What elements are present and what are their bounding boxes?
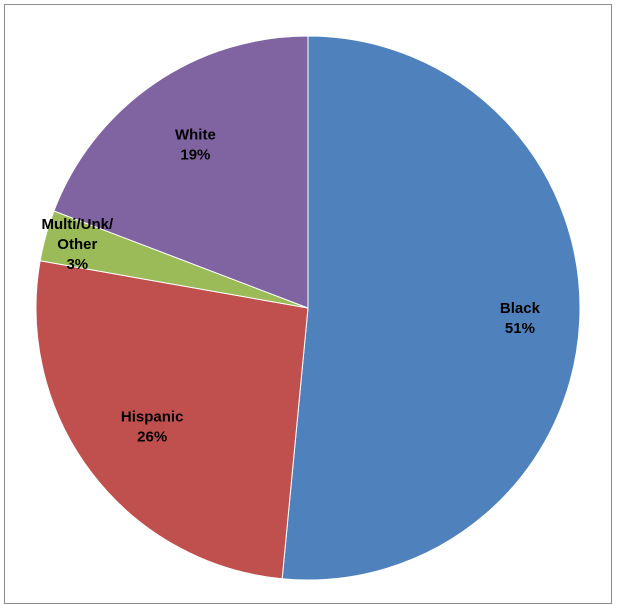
pie-labels: Black 51% Hispanic 26% Multi/Unk/Other 3% Whit… <box>41 126 540 445</box>
label-black: Black 51% <box>500 300 541 337</box>
pie-slices <box>35 35 581 581</box>
label-multi-unk-other: Multi/Unk/Other 3% <box>41 216 113 273</box>
slice-white <box>53 35 309 309</box>
slice-hispanic <box>35 260 309 580</box>
label-hispanic: Hispanic 26% <box>121 409 184 446</box>
label-white: White 19% <box>175 126 216 163</box>
slice-black <box>281 35 581 581</box>
